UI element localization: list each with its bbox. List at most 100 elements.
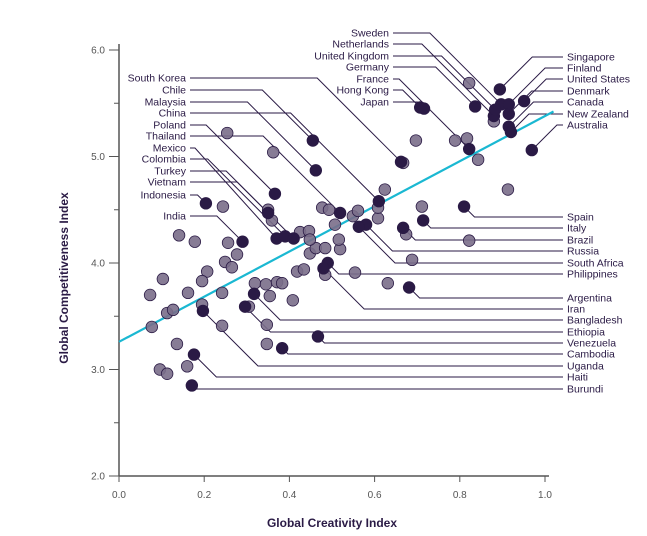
- data-point-singapore: [493, 83, 507, 96]
- data-point: [460, 132, 474, 145]
- data-point: [160, 367, 174, 380]
- leader-line-finland: [508, 67, 563, 105]
- point-label-malaysia: Malaysia: [145, 97, 187, 109]
- leader-line-italy: [422, 220, 563, 229]
- point-label-uganda: Uganda: [567, 361, 604, 373]
- data-point: [145, 320, 159, 334]
- y-tick-label: 4.0: [91, 259, 105, 270]
- data-point: [259, 278, 273, 291]
- leader-line-burundi: [191, 385, 563, 390]
- data-point-burundi: [185, 379, 199, 392]
- data-point-south-africa: [352, 220, 366, 233]
- leader-line-singapore: [499, 56, 563, 90]
- point-label-mexico: Mexico: [153, 143, 186, 155]
- leader-line-sweden: [393, 32, 502, 105]
- data-point: [215, 319, 229, 333]
- x-tick-label: 0.4: [282, 490, 296, 501]
- point-label-colombia: Colombia: [142, 154, 187, 166]
- data-point: [230, 248, 244, 261]
- leader-line-australia: [531, 124, 563, 151]
- data-point-spain: [457, 200, 471, 213]
- data-point-thailand: [333, 206, 347, 220]
- point-label-chile: Chile: [162, 85, 186, 97]
- data-point-denmark: [502, 107, 515, 121]
- x-axis-title: Global Creativity Index: [267, 516, 397, 530]
- data-point: [378, 183, 392, 196]
- point-label-japan: Japan: [360, 97, 389, 109]
- data-point-poland: [268, 187, 282, 200]
- x-tick-label: 1.0: [538, 490, 552, 501]
- leader-line-new-zealand: [510, 113, 563, 133]
- point-label-canada: Canada: [567, 97, 604, 109]
- data-point: [328, 218, 342, 231]
- point-label-hong-kong: Hong Kong: [336, 85, 389, 97]
- data-point: [216, 200, 230, 213]
- leader-line-south-korea: [190, 77, 402, 163]
- data-point-united-states: [517, 94, 531, 108]
- point-label-singapore: Singapore: [567, 52, 615, 64]
- data-point: [225, 261, 239, 274]
- leader-line-chile: [190, 89, 314, 141]
- data-point: [448, 134, 462, 147]
- data-point: [286, 294, 300, 307]
- data-point: [303, 233, 317, 246]
- leader-line-spain: [463, 206, 563, 218]
- data-point: [215, 286, 229, 300]
- data-point: [170, 337, 184, 351]
- leader-line-germany: [393, 66, 476, 107]
- point-label-france: France: [356, 74, 389, 86]
- leader-line-ethiopia: [244, 306, 563, 333]
- data-point-uganda: [196, 304, 210, 318]
- data-point-south-korea: [394, 155, 408, 169]
- data-point-iran: [317, 262, 330, 275]
- point-label-brazil: Brazil: [567, 235, 593, 247]
- data-point: [351, 204, 365, 218]
- point-label-south-korea: South Korea: [128, 73, 187, 85]
- data-point-turkey: [287, 232, 300, 245]
- point-label-haiti: Haiti: [567, 372, 588, 384]
- data-point: [409, 134, 423, 147]
- data-point: [405, 253, 419, 267]
- point-label-spain: Spain: [567, 212, 594, 224]
- point-label-italy: Italy: [567, 223, 587, 235]
- point-label-turkey: Turkey: [154, 166, 186, 178]
- data-point: [322, 203, 336, 216]
- data-point: [318, 241, 332, 255]
- data-point-germany: [468, 100, 482, 113]
- data-point-argentina: [402, 281, 416, 294]
- data-point: [221, 236, 235, 249]
- y-axis-title: Global Competitiveness Index: [57, 192, 71, 364]
- data-point: [156, 272, 170, 286]
- point-labels: South KoreaChileMalaysiaChinaPolandThail…: [128, 28, 630, 396]
- data-point-japan: [417, 102, 431, 115]
- data-point-new-zealand: [504, 125, 518, 139]
- leader-line-france: [393, 78, 470, 150]
- data-point: [172, 229, 186, 242]
- data-point: [166, 303, 180, 317]
- leader-line-colombia: [190, 158, 286, 237]
- point-label-australia: Australia: [567, 120, 608, 132]
- data-point: [180, 360, 194, 373]
- data-point: [297, 263, 311, 276]
- leader-line-united-states: [523, 78, 563, 102]
- leader-line-mexico: [190, 147, 277, 239]
- point-label-ethiopia: Ethiopia: [567, 327, 605, 339]
- data-point: [221, 126, 234, 140]
- point-label-bangladesh: Bangladesh: [567, 315, 623, 327]
- leader-line-malaysia: [190, 101, 317, 171]
- leader-line-india: [190, 215, 243, 243]
- data-point: [332, 233, 346, 246]
- data-point: [260, 337, 274, 351]
- data-point-australia: [525, 143, 538, 157]
- data-point: [200, 265, 214, 278]
- data-point: [188, 235, 202, 248]
- leader-line-cambodia: [281, 347, 563, 355]
- data-point: [348, 266, 362, 279]
- data-point: [471, 153, 485, 166]
- data-point: [275, 277, 289, 290]
- point-label-philippines: Philippines: [567, 269, 618, 281]
- leader-line-canada: [508, 101, 563, 128]
- point-label-south-africa: South Africa: [567, 258, 624, 270]
- point-label-cambodia: Cambodia: [567, 349, 615, 361]
- leader-line-philippines: [327, 262, 563, 275]
